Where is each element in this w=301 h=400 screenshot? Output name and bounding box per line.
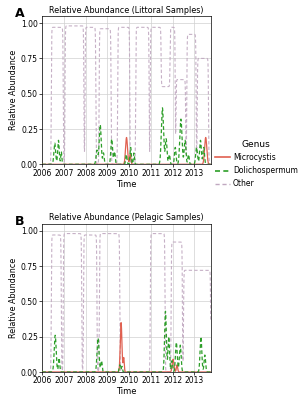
X-axis label: Time: Time xyxy=(116,387,137,396)
Title: Relative Abundance (Pelagic Samples): Relative Abundance (Pelagic Samples) xyxy=(49,213,204,222)
Text: A: A xyxy=(15,7,25,20)
Legend: Microcystis, Dolichospermum, Other: Microcystis, Dolichospermum, Other xyxy=(215,140,298,188)
Title: Relative Abundance (Littoral Samples): Relative Abundance (Littoral Samples) xyxy=(49,6,204,14)
Y-axis label: Relative Abundance: Relative Abundance xyxy=(9,258,18,338)
Y-axis label: Relative Abundance: Relative Abundance xyxy=(9,50,18,130)
X-axis label: Time: Time xyxy=(116,180,137,188)
Text: B: B xyxy=(15,215,25,228)
